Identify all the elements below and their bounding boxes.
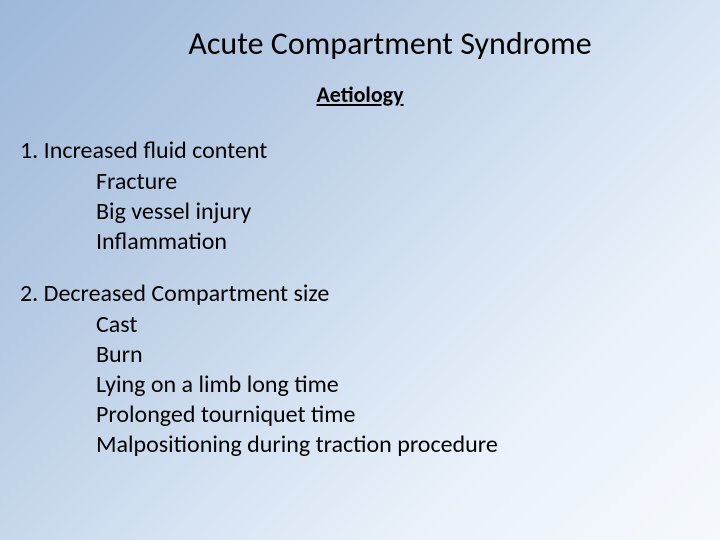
- section-2-number: 2.: [20, 279, 38, 308]
- section-1-item-1: Big vessel injury: [20, 197, 700, 227]
- section-2-item-0: Cast: [20, 310, 700, 340]
- section-1: 1. Increased fluid content Fracture Big …: [20, 136, 700, 257]
- section-2-item-2: Lying on a limb long time: [20, 370, 700, 400]
- section-2-item-1: Burn: [20, 340, 700, 370]
- slide-container: Acute Compartment Syndrome Aetiology 1. …: [0, 0, 720, 502]
- section-1-title: Increased fluid content: [44, 136, 268, 165]
- slide-subtitle: Aetiology: [20, 81, 700, 108]
- section-1-header: 1. Increased fluid content: [20, 136, 700, 165]
- section-2-header: 2. Decreased Compartment size: [20, 279, 700, 308]
- section-1-item-0: Fracture: [20, 167, 700, 197]
- section-2-item-3: Prolonged tourniquet time: [20, 400, 700, 430]
- section-2-item-4: Malpositioning during traction procedure: [20, 430, 700, 460]
- slide-title: Acute Compartment Syndrome: [20, 24, 700, 63]
- section-1-number: 1.: [20, 136, 38, 165]
- section-2: 2. Decreased Compartment size Cast Burn …: [20, 279, 700, 460]
- section-1-item-2: Inflammation: [20, 227, 700, 257]
- section-2-title: Decreased Compartment size: [44, 279, 330, 308]
